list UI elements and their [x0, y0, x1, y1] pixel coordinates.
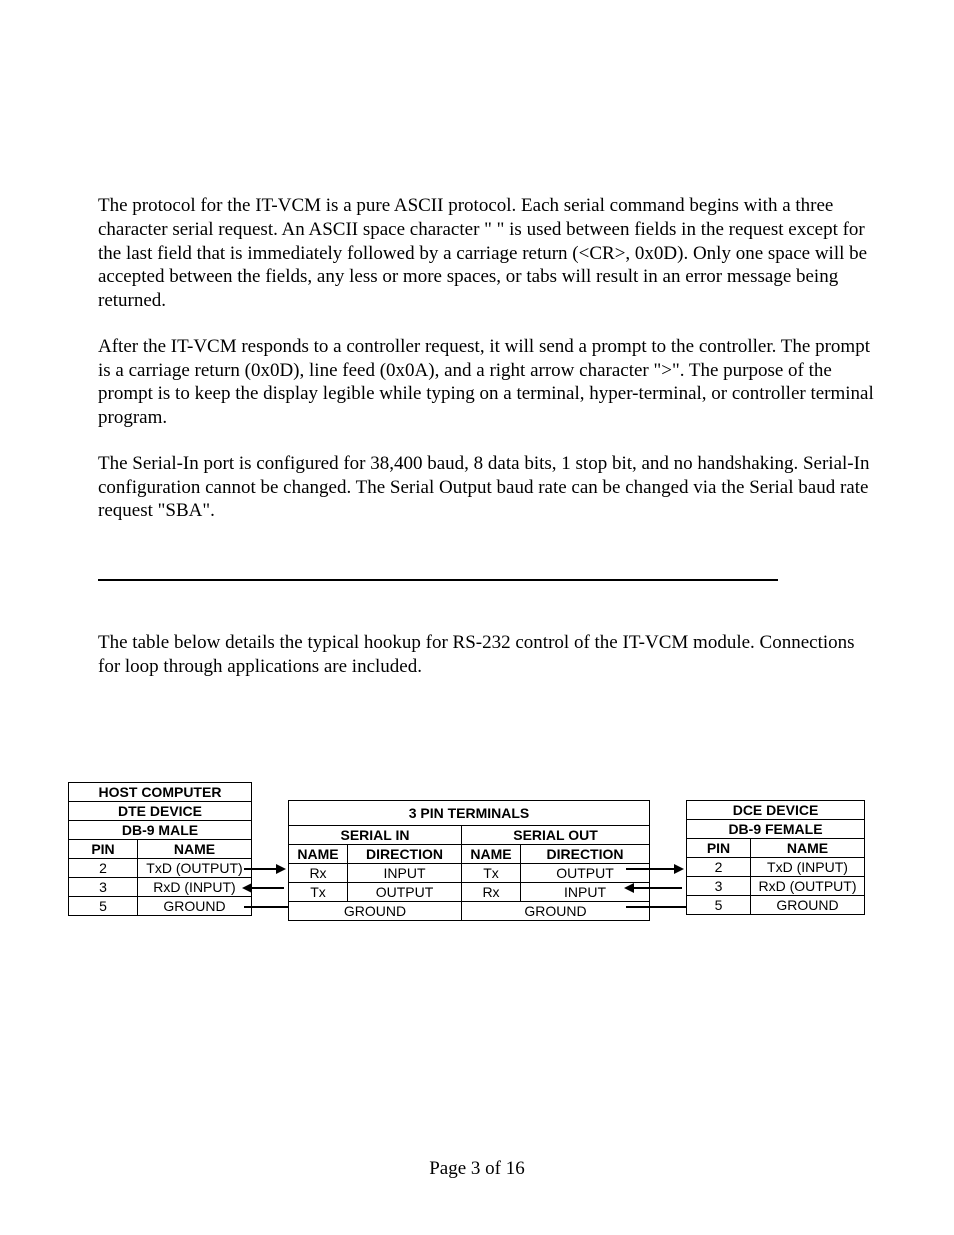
- section-divider: [98, 579, 778, 581]
- host-col-pin: PIN: [69, 840, 138, 859]
- paragraph-table-intro: The table below details the typical hook…: [98, 631, 874, 679]
- paragraph-serial-config: The Serial-In port is configured for 38,…: [98, 452, 874, 523]
- mid-sub2: SERIAL OUT: [462, 826, 650, 845]
- mid-in-name-1: Tx: [289, 883, 348, 902]
- arrow-right-icon: [244, 868, 284, 870]
- dce-name-2: GROUND: [751, 896, 865, 915]
- table-row: 5 GROUND: [69, 897, 252, 916]
- table-row: Rx INPUT Tx OUTPUT: [289, 864, 650, 883]
- host-pin-1: 3: [69, 878, 138, 897]
- mid-sub1: SERIAL IN: [289, 826, 462, 845]
- table-row: 3 RxD (OUTPUT): [687, 877, 865, 896]
- dce-pin-0: 2: [687, 858, 751, 877]
- table-row: Tx OUTPUT Rx INPUT: [289, 883, 650, 902]
- host-computer-table: HOST COMPUTER DTE DEVICE DB-9 MALE PIN N…: [68, 782, 252, 916]
- mid-in-dir-0: INPUT: [348, 864, 462, 883]
- host-name-1: RxD (INPUT): [138, 878, 252, 897]
- dce-pin-2: 5: [687, 896, 751, 915]
- mid-title: 3 PIN TERMINALS: [289, 801, 650, 826]
- host-title1: HOST COMPUTER: [69, 783, 252, 802]
- host-pin-0: 2: [69, 859, 138, 878]
- host-name-0: TxD (OUTPUT): [138, 859, 252, 878]
- dce-title1: DCE DEVICE: [687, 801, 865, 820]
- arrow-left-icon: [244, 887, 284, 889]
- dce-col-pin: PIN: [687, 839, 751, 858]
- host-name-2: GROUND: [138, 897, 252, 916]
- table-row: GROUND GROUND: [289, 902, 650, 921]
- mid-ground-out: GROUND: [462, 902, 650, 921]
- arrow-left-icon: [626, 887, 682, 889]
- table-row: 2 TxD (INPUT): [687, 858, 865, 877]
- mid-out-col-dir: DIRECTION: [521, 845, 650, 864]
- dce-pin-1: 3: [687, 877, 751, 896]
- arrow-right-icon: [626, 868, 682, 870]
- mid-out-dir-0: OUTPUT: [521, 864, 650, 883]
- host-col-name: NAME: [138, 840, 252, 859]
- mid-ground-in: GROUND: [289, 902, 462, 921]
- page-footer: Page 3 of 16: [0, 1158, 954, 1180]
- table-row: 5 GROUND: [687, 896, 865, 915]
- host-title2: DTE DEVICE: [69, 802, 252, 821]
- page: The protocol for the IT-VCM is a pure AS…: [0, 0, 954, 1235]
- mid-in-col-dir: DIRECTION: [348, 845, 462, 864]
- table-row: 3 RxD (INPUT): [69, 878, 252, 897]
- host-pin-2: 5: [69, 897, 138, 916]
- terminal-table: 3 PIN TERMINALS SERIAL IN SERIAL OUT NAM…: [288, 800, 650, 921]
- connector-line: [244, 906, 288, 908]
- dce-name-1: RxD (OUTPUT): [751, 877, 865, 896]
- mid-in-col-name: NAME: [289, 845, 348, 864]
- dce-name-0: TxD (INPUT): [751, 858, 865, 877]
- mid-in-dir-1: OUTPUT: [348, 883, 462, 902]
- mid-out-col-name: NAME: [462, 845, 521, 864]
- paragraph-prompt: After the IT-VCM responds to a controlle…: [98, 335, 874, 430]
- connector-line: [626, 906, 686, 908]
- paragraph-protocol: The protocol for the IT-VCM is a pure AS…: [98, 194, 874, 313]
- mid-out-name-1: Rx: [462, 883, 521, 902]
- mid-in-name-0: Rx: [289, 864, 348, 883]
- dce-col-name: NAME: [751, 839, 865, 858]
- table-row: 2 TxD (OUTPUT): [69, 859, 252, 878]
- host-title3: DB-9 MALE: [69, 821, 252, 840]
- mid-out-name-0: Tx: [462, 864, 521, 883]
- dce-device-table: DCE DEVICE DB-9 FEMALE PIN NAME 2 TxD (I…: [686, 800, 865, 915]
- dce-title2: DB-9 FEMALE: [687, 820, 865, 839]
